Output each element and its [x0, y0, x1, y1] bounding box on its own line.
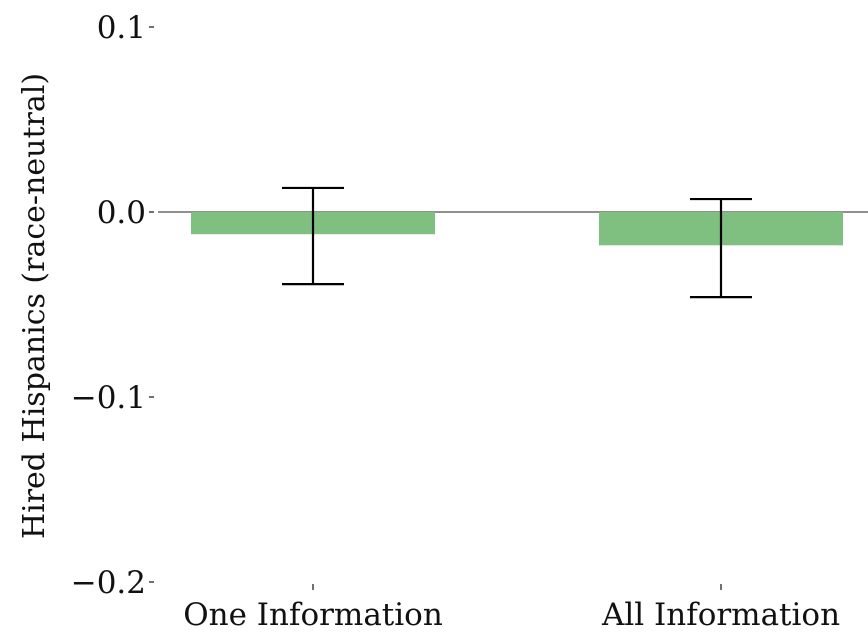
x-axis: One Information All Information: [183, 584, 840, 633]
bars: [191, 212, 843, 246]
x-tick-label: One Information: [183, 597, 443, 633]
y-axis-label: Hired Hispanics (race-neutral): [17, 73, 52, 539]
y-tick-label: 0.0: [97, 195, 146, 231]
error-bars: [282, 186, 752, 299]
y-tick-label: −0.2: [71, 565, 146, 601]
y-tick-label: −0.1: [71, 380, 146, 416]
x-tick-label: All Information: [601, 597, 840, 633]
y-axis: 0.1 0.0 −0.1 −0.2: [71, 10, 154, 601]
y-tick-label: 0.1: [97, 10, 146, 46]
